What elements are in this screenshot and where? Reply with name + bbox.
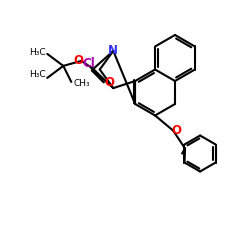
- Text: H₃C: H₃C: [29, 48, 45, 58]
- Text: O: O: [104, 76, 114, 90]
- Text: N: N: [108, 44, 118, 58]
- Text: O: O: [171, 124, 181, 137]
- Text: O: O: [73, 54, 83, 68]
- Text: Cl: Cl: [82, 56, 95, 70]
- Text: CH₃: CH₃: [73, 80, 90, 88]
- Text: H₃C: H₃C: [29, 70, 45, 79]
